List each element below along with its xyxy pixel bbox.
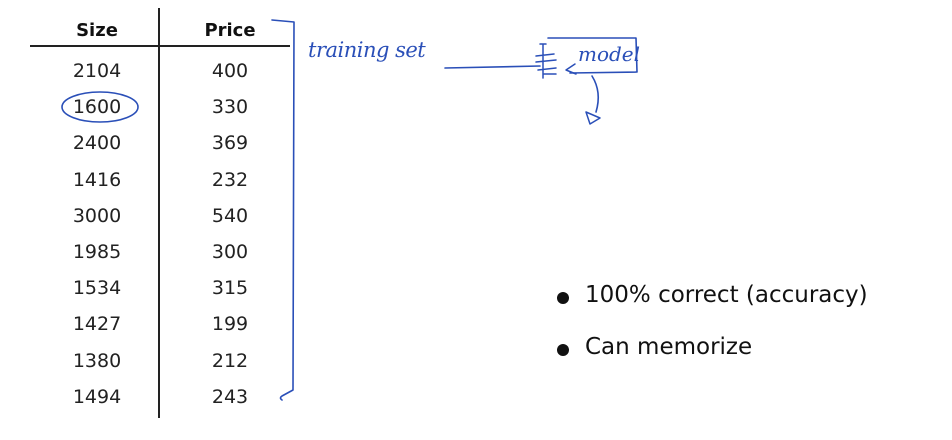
price-cell: 212 (211, 349, 249, 372)
model-inner-arrow (565, 63, 577, 75)
price-cell: 232 (211, 168, 249, 191)
size-cell: 2104 (72, 60, 122, 82)
price-column-header: Price (204, 20, 256, 41)
price-cell: 330 (211, 96, 249, 119)
model-annotation: model (578, 42, 641, 66)
size-cell: 1534 (72, 277, 122, 300)
size-cell: 1600 (72, 96, 122, 119)
bullet-dot-icon (557, 344, 569, 356)
size-cell: 1427 (72, 313, 122, 336)
table-row: 1416 232 (0, 163, 300, 199)
training-set-annotation: training set (308, 38, 426, 62)
column-divider (158, 8, 160, 418)
arrow-line (444, 65, 541, 69)
price-cell: 540 (211, 204, 249, 227)
price-cell: 400 (211, 60, 249, 82)
table-row: 3000 540 (0, 199, 300, 235)
size-column-header: Size (76, 20, 118, 41)
bullet-dot-icon (557, 292, 569, 304)
size-cell: 1380 (72, 349, 122, 372)
size-cell: 1985 (72, 240, 122, 263)
size-cell: 2400 (72, 132, 122, 155)
table-row: 1494 243 (0, 380, 300, 416)
size-cell: 3000 (72, 204, 122, 227)
table-row: 1427 199 (0, 307, 300, 343)
bullet-list: 100% correct (accuracy) Can memorize (555, 282, 945, 386)
price-cell: 315 (211, 277, 249, 300)
table-row: 2104 400 (0, 54, 300, 90)
table-row: 2400 369 (0, 126, 300, 162)
price-cell: 199 (211, 313, 249, 336)
header-divider (30, 45, 290, 47)
size-cell: 1494 (72, 385, 122, 408)
table-row: 1534 315 (0, 271, 300, 307)
price-cell: 300 (211, 240, 249, 263)
arrowhead-scribble (535, 43, 557, 79)
bullet-item: Can memorize (555, 334, 945, 386)
table-body: 2104 400 1600 330 2400 369 1416 232 3000… (0, 54, 300, 416)
bullet-item: 100% correct (accuracy) (555, 282, 945, 334)
table-row: 1985 300 (0, 235, 300, 271)
bullet-text: 100% correct (accuracy) (585, 282, 868, 308)
bullet-text: Can memorize (585, 334, 753, 360)
output-arrowhead (585, 111, 601, 125)
size-cell: 1416 (72, 168, 122, 191)
table-row: 1380 212 (0, 344, 300, 380)
price-cell: 369 (211, 132, 249, 155)
price-cell: 243 (211, 385, 249, 408)
output-arrow (591, 75, 600, 113)
table-row: 1600 330 (0, 90, 300, 126)
